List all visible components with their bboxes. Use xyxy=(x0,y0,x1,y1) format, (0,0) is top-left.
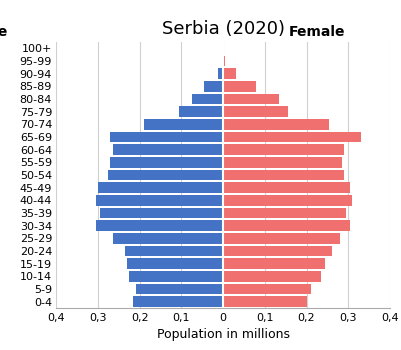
Bar xyxy=(223,170,343,180)
Bar xyxy=(191,93,223,104)
Title: Serbia (2020): Serbia (2020) xyxy=(161,20,284,38)
Text: Female: Female xyxy=(288,25,344,39)
Bar xyxy=(96,195,223,206)
Bar xyxy=(110,157,223,168)
Bar xyxy=(204,81,223,92)
Bar xyxy=(223,93,279,104)
Bar xyxy=(223,182,349,193)
Bar xyxy=(223,296,306,307)
Bar xyxy=(223,284,310,294)
Bar xyxy=(223,144,343,155)
Bar xyxy=(125,246,223,257)
Bar xyxy=(96,220,223,231)
Bar xyxy=(222,43,223,54)
Bar xyxy=(133,296,223,307)
Bar xyxy=(129,271,223,282)
Bar xyxy=(179,106,223,117)
Bar xyxy=(100,208,223,218)
Bar xyxy=(223,68,235,79)
Bar xyxy=(223,157,341,168)
Bar xyxy=(223,220,349,231)
Bar xyxy=(223,271,320,282)
Bar xyxy=(223,208,345,218)
Bar xyxy=(110,132,223,142)
Bar xyxy=(223,106,287,117)
Bar xyxy=(223,81,256,92)
Bar xyxy=(223,233,339,244)
Bar xyxy=(222,56,223,66)
Bar xyxy=(112,233,223,244)
Bar xyxy=(112,144,223,155)
Bar xyxy=(223,246,331,257)
X-axis label: Population in millions: Population in millions xyxy=(156,328,289,341)
Bar xyxy=(223,195,352,206)
Bar xyxy=(108,170,223,180)
Bar xyxy=(223,119,329,130)
Bar xyxy=(223,132,360,142)
Bar xyxy=(223,43,224,54)
Bar xyxy=(98,182,223,193)
Bar xyxy=(223,258,324,269)
Bar xyxy=(144,119,223,130)
Bar xyxy=(218,68,223,79)
Bar xyxy=(223,56,225,66)
Text: Male: Male xyxy=(0,25,8,39)
Bar xyxy=(135,284,223,294)
Bar xyxy=(127,258,223,269)
